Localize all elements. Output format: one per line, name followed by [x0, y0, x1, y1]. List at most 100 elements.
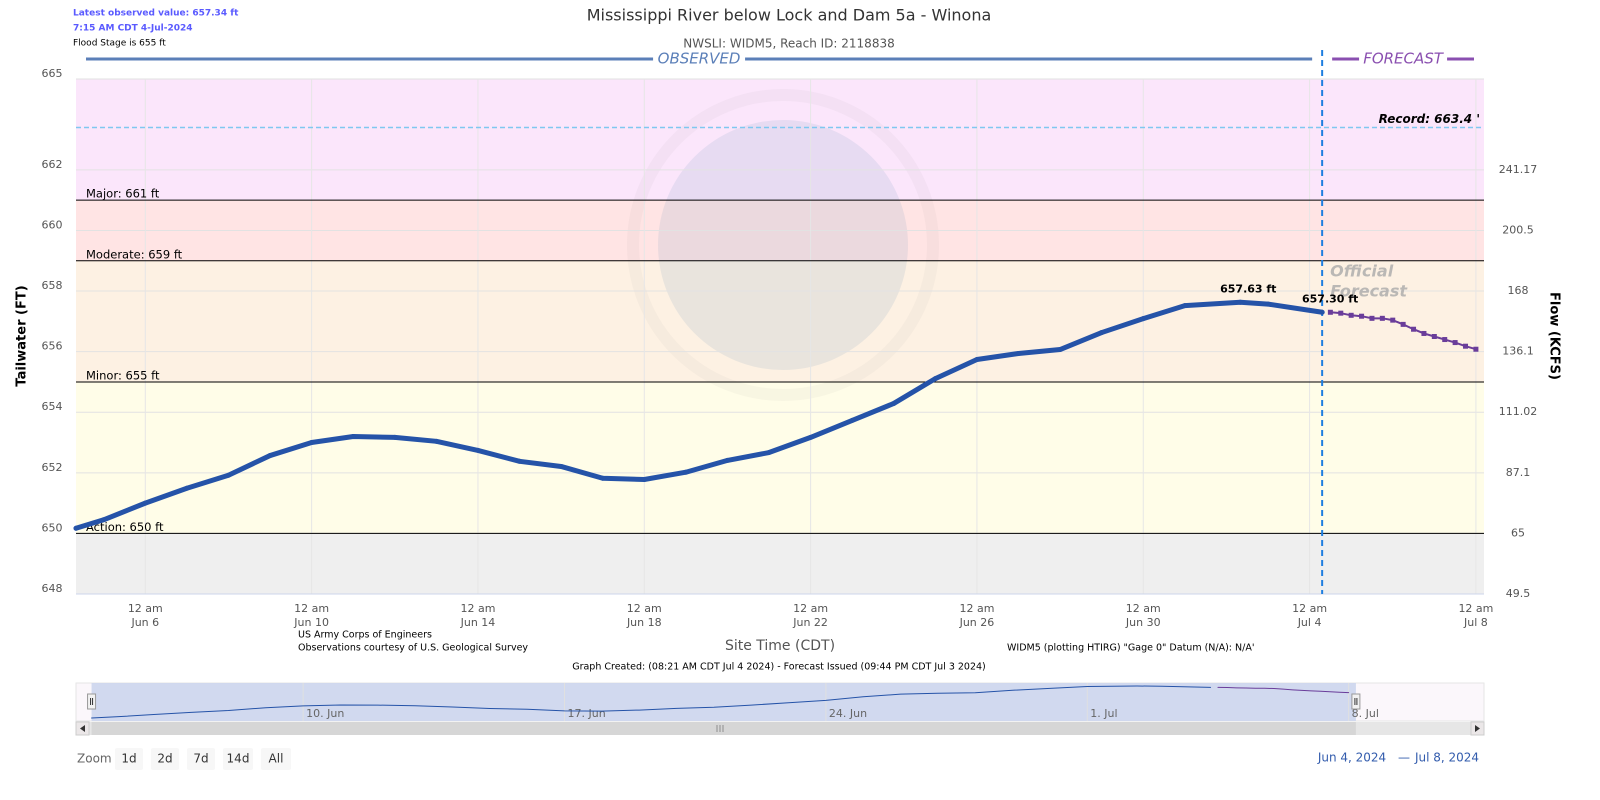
x-tick-label: Jul 8 — [1463, 616, 1488, 629]
scrollbar-thumb[interactable] — [91, 722, 1356, 735]
navigator-line — [91, 685, 1212, 719]
forecast-point — [1359, 313, 1365, 319]
observed-point — [309, 440, 315, 446]
observed-point — [1057, 347, 1063, 353]
zoom-button-label[interactable]: 2d — [157, 752, 172, 766]
forecast-point — [1431, 334, 1437, 339]
observed-point — [724, 457, 730, 463]
band — [76, 79, 1484, 201]
zoom-button[interactable] — [187, 748, 215, 770]
forecast-point — [1369, 315, 1375, 321]
observed-point — [225, 472, 231, 478]
observed-point — [142, 500, 148, 506]
observed-point — [683, 469, 689, 475]
band — [76, 260, 1484, 382]
noaa-logo-ring — [627, 89, 939, 401]
navigator-tick-label: 24. Jun — [829, 707, 867, 720]
observed-point — [932, 376, 938, 382]
forecast-point — [1348, 312, 1354, 318]
y-tick-label: 656 — [42, 340, 63, 353]
y-tick-label: 648 — [42, 582, 63, 595]
observed-point — [350, 433, 356, 439]
x-tick-label: Jun 10 — [293, 616, 329, 629]
forecast-point — [1452, 340, 1458, 346]
forecast-point — [1442, 337, 1448, 343]
y-tick-label: 665 — [42, 67, 63, 80]
forecast-point — [1473, 346, 1479, 352]
x-tick-label: Jun 6 — [130, 616, 159, 629]
x-tick-time: 12 am — [1292, 602, 1327, 615]
observed-point — [517, 458, 523, 464]
y-axis-title: Tailwater (FT) — [15, 285, 30, 386]
y-tick-label: 650 — [42, 521, 63, 534]
credit-usgs: Observations courtesy of U.S. Geological… — [298, 643, 528, 654]
y2-tick-label: 136.1 — [1502, 345, 1534, 358]
zoom-button-label[interactable]: 14d — [227, 752, 250, 766]
navigator-tick-label: 8. Jul — [1352, 707, 1379, 720]
observed-point — [1182, 303, 1188, 309]
forecast-header: FORECAST — [1363, 50, 1445, 68]
zoom-button-label[interactable]: All — [269, 752, 284, 766]
observed-point — [600, 475, 606, 481]
observed-point — [267, 453, 273, 459]
observed-point — [475, 447, 481, 453]
y2-tick-label: 241.17 — [1499, 163, 1538, 176]
navigator-handle[interactable] — [87, 693, 97, 710]
x-tick-time: 12 am — [1458, 602, 1493, 615]
forecast-note: Official — [1330, 262, 1394, 281]
y-tick-label: 654 — [42, 400, 63, 413]
observed-point — [891, 400, 897, 406]
x-tick-label: Jun 22 — [792, 616, 828, 629]
x-tick-time: 12 am — [460, 602, 495, 615]
y2-axis-title: Flow (KCFS) — [1547, 292, 1562, 380]
x-axis-title: Site Time (CDT) — [725, 638, 835, 654]
observed-point — [101, 517, 107, 523]
x-tick-label: Jun 14 — [460, 616, 496, 629]
x-tick-time: 12 am — [627, 602, 662, 615]
navigator-handle-grip — [90, 698, 94, 705]
x-tick-time: 12 am — [294, 602, 329, 615]
observed-header: OBSERVED — [658, 50, 741, 68]
y2-tick-label: 200.5 — [1502, 223, 1534, 236]
zoom-button[interactable] — [151, 748, 179, 770]
y-tick-label: 658 — [42, 279, 63, 292]
zoom-button[interactable] — [261, 748, 291, 770]
navigator-handle-grip — [1354, 698, 1358, 705]
navigator-tick-label: 1. Jul — [1090, 707, 1117, 720]
forecast-point — [1463, 343, 1469, 349]
zoom-button[interactable] — [223, 748, 253, 770]
forecast-point — [1421, 330, 1427, 336]
x-tick-label: Jun 26 — [959, 616, 995, 629]
zoom-button[interactable] — [115, 748, 143, 770]
forecast-point — [1327, 309, 1333, 315]
threshold-label: Action: 650 ft — [86, 520, 164, 534]
band — [76, 533, 1484, 594]
noaa-logo — [658, 120, 908, 370]
observed-point — [1140, 316, 1146, 322]
observed-point — [766, 450, 772, 456]
range-to[interactable]: Jul 8, 2024 — [1414, 751, 1479, 765]
forecast-point — [1390, 317, 1396, 323]
credit-datum: WIDM5 (plotting HTIRG) "Gage 0" Datum (N… — [1007, 643, 1254, 654]
record-label: Record: 663.4 ' — [1379, 112, 1480, 126]
latest-value: Latest observed value: 657.34 ft — [73, 9, 239, 19]
zoom-button-label[interactable]: 7d — [193, 752, 208, 766]
y2-tick-label: 65 — [1511, 526, 1525, 539]
range-from[interactable]: Jun 4, 2024 — [1317, 751, 1386, 765]
navigator-selection — [91, 683, 1356, 721]
zoom-button-label[interactable]: 1d — [121, 752, 136, 766]
latest-time: 7:15 AM CDT 4-Jul-2024 — [73, 24, 193, 34]
x-tick-label: Jun 18 — [626, 616, 662, 629]
bands — [76, 79, 1484, 594]
zoom-label: Zoom — [77, 752, 112, 766]
y2-tick-label: 87.1 — [1506, 466, 1531, 479]
x-tick-time: 12 am — [793, 602, 828, 615]
navigator-handle[interactable] — [1351, 693, 1361, 710]
forecast-point — [1411, 326, 1417, 332]
y-tick-label: 662 — [42, 158, 63, 171]
observed-point — [73, 525, 79, 531]
observed-point — [184, 485, 190, 491]
chart-title: Mississippi River below Lock and Dam 5a … — [587, 6, 992, 25]
forecast-point — [1400, 321, 1406, 327]
chart-subtitle: NWSLI: WIDM5, Reach ID: 2118838 — [683, 37, 894, 51]
